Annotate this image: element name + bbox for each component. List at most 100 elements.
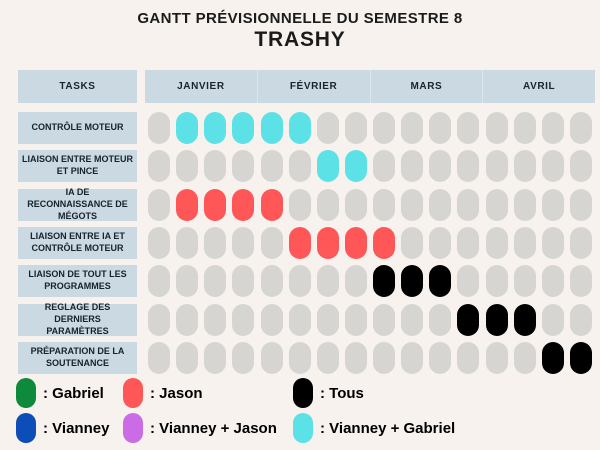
legend-swatch-icon <box>16 413 36 443</box>
timeline-cell-empty <box>204 304 226 336</box>
timeline-cell-empty <box>570 265 592 297</box>
timeline-cell-empty <box>570 112 592 144</box>
timeline-cell-filled <box>289 112 311 144</box>
timeline-cell-filled <box>261 112 283 144</box>
timeline-cell-empty <box>514 265 536 297</box>
legend-item: : Gabriel <box>16 378 104 408</box>
timeline-cell-empty <box>373 150 395 182</box>
timeline-cell-empty <box>345 304 367 336</box>
timeline-cell-empty <box>232 265 254 297</box>
timeline-cell-empty <box>317 189 339 221</box>
timeline-cell-empty <box>401 342 423 374</box>
timeline-cell-empty <box>289 342 311 374</box>
timeline-cell-filled <box>204 189 226 221</box>
timeline-cell-empty <box>176 150 198 182</box>
month-header-cell: FÉVRIER <box>256 70 370 103</box>
timeline-cell-filled <box>514 304 536 336</box>
timeline-cell-empty <box>542 304 564 336</box>
timeline-cell-empty <box>542 227 564 259</box>
timeline-cell-filled <box>204 112 226 144</box>
page-title: GANTT PRÉVISIONNELLE DU SEMESTRE 8 <box>137 10 463 27</box>
timeline-cell-empty <box>261 227 283 259</box>
timeline-cell-empty <box>148 304 170 336</box>
timeline-cell-empty <box>429 150 451 182</box>
timeline-cell-empty <box>345 342 367 374</box>
timeline-cell-filled <box>570 342 592 374</box>
month-header-cell: AVRIL <box>482 70 595 103</box>
timeline-cell-empty <box>457 342 479 374</box>
timeline-cell-empty <box>570 150 592 182</box>
timeline-cell-empty <box>148 265 170 297</box>
timeline-cell-empty <box>457 227 479 259</box>
timeline-cell-empty <box>148 227 170 259</box>
timeline-cell-empty <box>457 189 479 221</box>
timeline-cell-empty <box>429 112 451 144</box>
timeline-cell-filled <box>289 227 311 259</box>
timeline-cell-empty <box>486 265 508 297</box>
legend-label: : Jason <box>150 384 203 402</box>
timeline-cell-empty <box>289 189 311 221</box>
timeline-cell-filled <box>345 227 367 259</box>
timeline-cell-empty <box>570 189 592 221</box>
timeline-cell-empty <box>373 304 395 336</box>
timeline-cell-empty <box>514 150 536 182</box>
timeline-cell-empty <box>289 304 311 336</box>
timeline-cell-empty <box>514 342 536 374</box>
timeline-cell-empty <box>148 150 170 182</box>
timeline-cell-empty <box>429 189 451 221</box>
timeline-cell-empty <box>570 304 592 336</box>
timeline-cell-empty <box>457 112 479 144</box>
timeline-cell-filled <box>317 150 339 182</box>
timeline-cell-filled <box>176 189 198 221</box>
legend-label: : Gabriel <box>43 384 104 402</box>
timeline-cell-filled <box>345 150 367 182</box>
legend-label: : Vianney <box>43 419 110 437</box>
task-label: IA DE RECONNAISSANCE DE MÉGOTS <box>18 187 137 221</box>
timeline-cell-empty <box>289 150 311 182</box>
legend-swatch-icon <box>123 378 143 408</box>
timeline-cell-empty <box>176 227 198 259</box>
timeline-cell-empty <box>514 227 536 259</box>
timeline-cell-filled <box>542 342 564 374</box>
legend-swatch-icon <box>293 413 313 443</box>
task-label: PRÉPARATION DE LA SOUTENANCE <box>18 342 137 374</box>
timeline-cell-empty <box>457 150 479 182</box>
legend-label: : Vianney + Gabriel <box>320 419 456 437</box>
timeline-cell-empty <box>232 304 254 336</box>
timeline-cell-empty <box>317 265 339 297</box>
timeline-cell-empty <box>345 265 367 297</box>
timeline-cell-filled <box>429 265 451 297</box>
timeline-cell-empty <box>204 227 226 259</box>
timeline-cell-empty <box>232 227 254 259</box>
timeline-cell-empty <box>429 304 451 336</box>
timeline-cell-empty <box>457 265 479 297</box>
task-label: CONTRÔLE MOTEUR <box>18 112 137 144</box>
timeline-cell-empty <box>486 342 508 374</box>
timeline-cell-empty <box>514 189 536 221</box>
legend-item: : Vianney + Jason <box>123 413 277 443</box>
timeline-cell-empty <box>570 227 592 259</box>
month-header-cell: JANVIER <box>177 81 225 92</box>
timeline-cell-empty <box>148 342 170 374</box>
timeline-cell-empty <box>317 112 339 144</box>
legend-item: : Vianney <box>16 413 109 443</box>
legend-item: : Tous <box>293 378 364 408</box>
timeline-cell-filled <box>373 227 395 259</box>
legend-swatch-icon <box>123 413 143 443</box>
timeline-cell-empty <box>176 304 198 336</box>
timeline-cell-empty <box>317 342 339 374</box>
timeline-cell-filled <box>232 112 254 144</box>
timeline-cell-filled <box>486 304 508 336</box>
timeline-cell-empty <box>486 227 508 259</box>
task-label: REGLAGE DES DERNIERS PARAMÈTRES <box>18 302 137 336</box>
timeline-cell-empty <box>204 150 226 182</box>
timeline-cell-empty <box>345 189 367 221</box>
timeline-cell-filled <box>261 189 283 221</box>
timeline-cell-empty <box>373 189 395 221</box>
timeline-cell-empty <box>401 227 423 259</box>
timeline-cell-empty <box>261 304 283 336</box>
timeline-cell-empty <box>401 150 423 182</box>
task-label: LIAISON ENTRE MOTEUR ET PINCE <box>18 150 137 182</box>
timeline-cell-empty <box>429 227 451 259</box>
timeline-cell-filled <box>457 304 479 336</box>
